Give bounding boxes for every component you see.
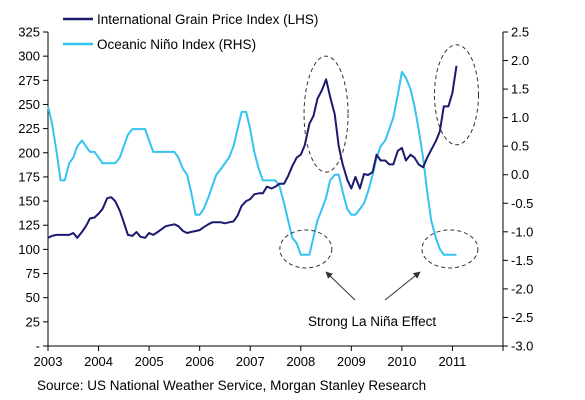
x-tick-label: 2011: [438, 354, 466, 369]
y-right-tick-label: 0.5: [511, 139, 529, 154]
y-left-tick-label: 175: [18, 169, 40, 184]
y-left-tick-label: 100: [18, 242, 40, 257]
x-tick-label: 2005: [135, 354, 164, 369]
y-left-tick-label: -: [36, 339, 40, 354]
x-tick-label: 2010: [387, 354, 416, 369]
x-tick-label: 2008: [286, 354, 315, 369]
highlight-ellipse-2008-la-nina: [279, 229, 333, 269]
x-tick-label: 2004: [84, 354, 113, 369]
y-left-tick-label: 125: [18, 218, 40, 233]
y-left-tick-label: 250: [18, 97, 40, 112]
legend: International Grain Price Index (LHS) Oc…: [63, 12, 318, 52]
y-right-tick-label: -0.5: [511, 196, 533, 211]
highlight-ellipse-2011-peak: [433, 44, 479, 146]
y-left-tick-label: 150: [18, 194, 40, 209]
y-left-tick-label: 200: [18, 145, 40, 160]
y-left-tick-label: 25: [26, 314, 40, 329]
annotation-arrow-2008: [325, 271, 356, 301]
y-left-tick-label: 275: [18, 73, 40, 88]
y-left-tick-label: 75: [26, 266, 40, 281]
y-left-tick-label: 300: [18, 49, 40, 64]
y-right-tick-label: -2.5: [511, 310, 533, 325]
annotation-arrow-2011: [384, 271, 421, 301]
x-tick-label: 2009: [337, 354, 366, 369]
y-left-tick-label: 325: [18, 25, 40, 40]
x-tick-label: 2003: [34, 354, 63, 369]
source-note: Source: US National Weather Service, Mor…: [37, 378, 426, 393]
y-left-tick-label: 225: [18, 121, 40, 136]
x-tick-label: 2007: [236, 354, 265, 369]
series-line-oceanic-nino-index: [47, 71, 457, 256]
y-left-tick-label: 50: [26, 290, 40, 305]
y-right-tick-label: 1.5: [511, 82, 529, 97]
y-right-tick-label: -1.5: [511, 253, 533, 268]
y-right-tick-label: 2.0: [511, 53, 529, 68]
y-right-tick-label: -2.0: [511, 281, 533, 296]
y-right-tick-label: -3.0: [511, 339, 533, 354]
annotation-label: Strong La Niña Effect: [308, 314, 436, 329]
legend-label-nino: Oceanic Niño Index (RHS): [97, 37, 256, 52]
highlight-ellipse-2011-la-nina: [421, 229, 479, 269]
y-right-tick-label: -1.0: [511, 224, 533, 239]
x-tick-label: 2006: [185, 354, 214, 369]
legend-label-grain: International Grain Price Index (LHS): [97, 12, 318, 27]
y-right-tick-label: 0.0: [511, 167, 529, 182]
series-line-grain-price-index: [47, 65, 458, 239]
y-right-tick-label: 2.5: [511, 25, 529, 40]
y-right-tick-label: 1.0: [511, 110, 529, 125]
highlight-ellipse-2008-peak: [303, 55, 349, 173]
